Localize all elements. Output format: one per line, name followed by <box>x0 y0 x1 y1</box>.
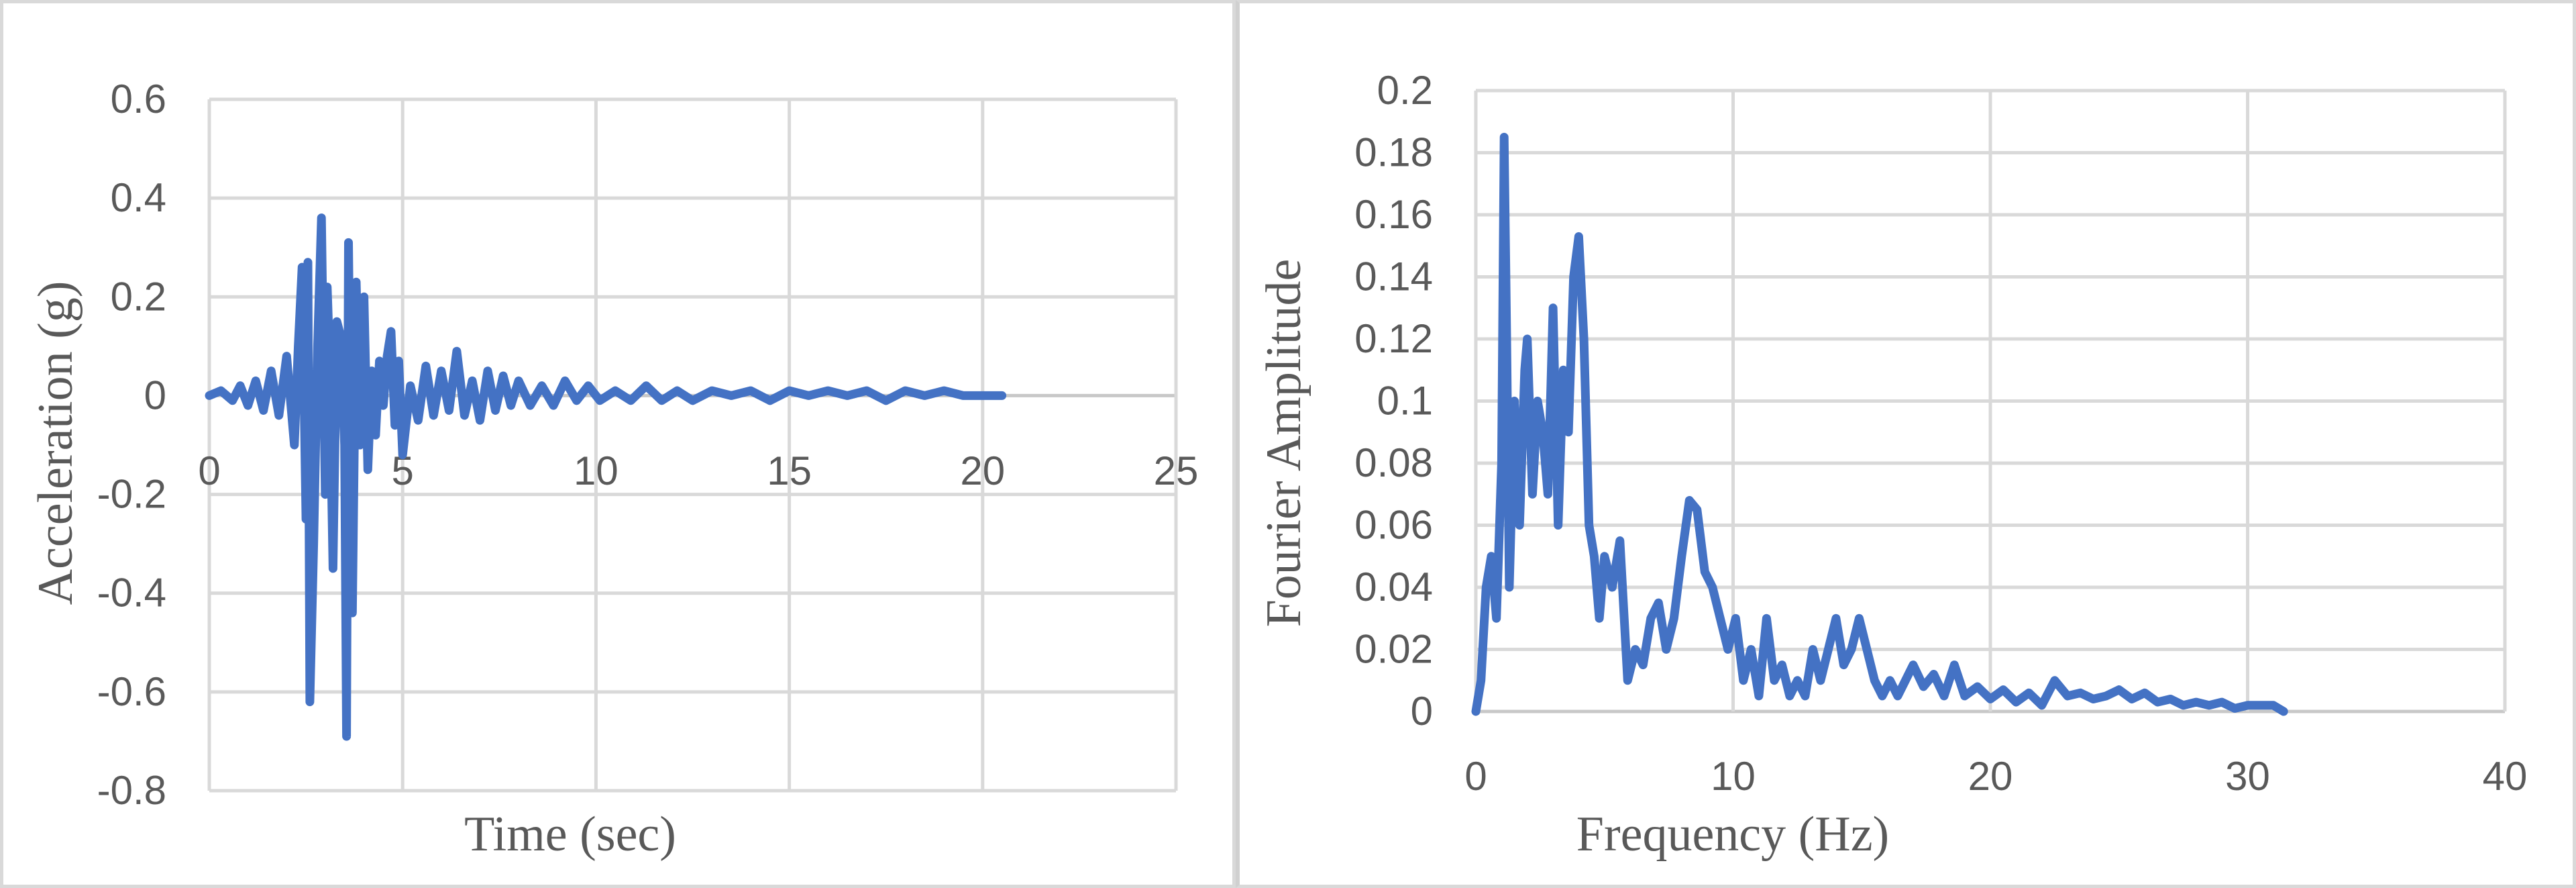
y-tick-label: 0.1 <box>1377 379 1433 424</box>
y-tick-label: 0.08 <box>1354 440 1433 485</box>
y-tick-label: 0.14 <box>1354 254 1433 299</box>
y-tick-label: 0.2 <box>1377 68 1433 113</box>
y-tick-label: 0.2 <box>111 274 166 319</box>
y-tick-label: -0.8 <box>97 768 166 813</box>
y-axis-title: Fourier Amplitude <box>1256 259 1311 628</box>
x-tick-label: 10 <box>574 448 619 493</box>
x-axis-title: Frequency (Hz) <box>1576 807 1889 862</box>
series-line <box>205 213 1007 741</box>
y-tick-label: 0 <box>144 373 166 417</box>
y-tick-label: 0.16 <box>1354 192 1433 237</box>
x-tick-label: 0 <box>1464 754 1487 799</box>
y-tick-label: -0.6 <box>97 669 166 714</box>
y-tick-label: 0.06 <box>1354 503 1433 548</box>
fourier-chart-panel: 0.2 0.18 0.16 0.14 0.12 0.1 0.08 0.06 0.04 0.02 0 0… <box>1236 0 2576 888</box>
x-tick-label: 25 <box>1154 448 1199 493</box>
acceleration-chart: 0.60.40.20-0.2-0.4-0.6-0.80 5 10 15 20 25Time… <box>28 77 1199 862</box>
y-axis-title: Acceleration (g) <box>28 281 83 605</box>
x-tick-label: 30 <box>2225 754 2270 799</box>
y-tick-label: -0.2 <box>97 472 166 517</box>
x-tick-label: 40 <box>2483 754 2528 799</box>
x-tick-label: 20 <box>1968 754 2013 799</box>
fourier-chart: 0.2 0.18 0.16 0.14 0.12 0.1 0.08 0.06 0.04 0.02 00… <box>1256 68 2528 862</box>
y-tick-label: 0.18 <box>1354 130 1433 175</box>
y-tick-label: 0.4 <box>111 175 166 220</box>
y-tick-label: 0.6 <box>111 77 166 121</box>
y-tick-label: -0.4 <box>97 571 166 615</box>
y-tick-label: 0 <box>1411 689 1433 734</box>
x-tick-label: 10 <box>1711 754 1756 799</box>
y-tick-label: 0.04 <box>1354 564 1433 609</box>
x-tick-label: 0 <box>198 448 220 493</box>
x-axis-title: Time (sec) <box>464 807 676 862</box>
x-tick-label: 20 <box>960 448 1005 493</box>
y-tick-label: 0.12 <box>1354 316 1433 361</box>
series-line <box>1471 132 2288 716</box>
acceleration-chart-panel: 0.6 0.4 0.2 0 -0.2 -0.4 -0.6 -0.8 0 5 10 15 20 25 Time… <box>0 0 1236 888</box>
x-tick-label: 15 <box>767 448 812 493</box>
y-tick-label: 0.02 <box>1354 627 1433 672</box>
